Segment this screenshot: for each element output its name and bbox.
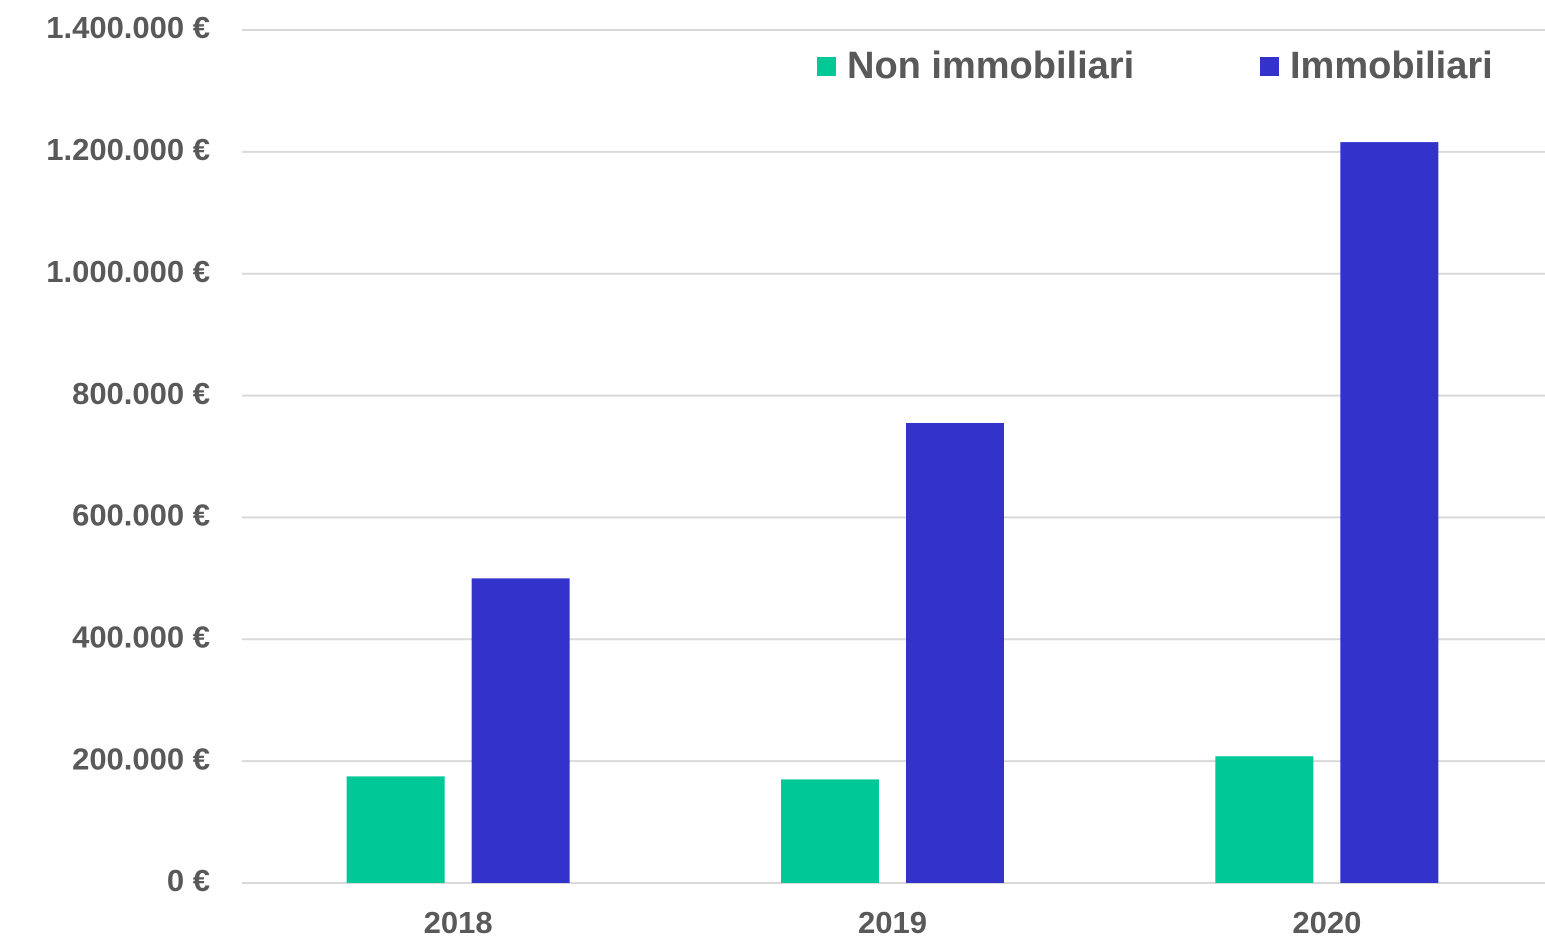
bar <box>471 578 570 883</box>
y-tick-label: 600.000 € <box>72 498 210 533</box>
bar <box>906 422 1004 883</box>
y-tick-label: 200.000 € <box>72 741 210 776</box>
bar <box>346 776 445 883</box>
y-tick-label: 400.000 € <box>72 619 210 654</box>
y-tick-label: 1.000.000 € <box>46 254 210 289</box>
y-tick-label: 0 € <box>167 863 210 898</box>
legend-swatch <box>817 57 836 76</box>
legend-label: Non immobiliari <box>847 45 1134 87</box>
legend-swatch <box>1260 57 1279 76</box>
y-tick-label: 1.400.000 € <box>46 10 210 45</box>
x-tick-label: 2018 <box>424 905 493 940</box>
bar <box>1340 142 1439 883</box>
x-tick-label: 2020 <box>1292 905 1361 940</box>
y-tick-label: 1.200.000 € <box>46 132 210 167</box>
legend-label: Immobiliari <box>1290 45 1493 87</box>
x-tick-label: 2019 <box>858 905 927 940</box>
bar <box>1215 756 1314 883</box>
bar <box>781 779 879 883</box>
y-tick-label: 800.000 € <box>72 376 210 411</box>
